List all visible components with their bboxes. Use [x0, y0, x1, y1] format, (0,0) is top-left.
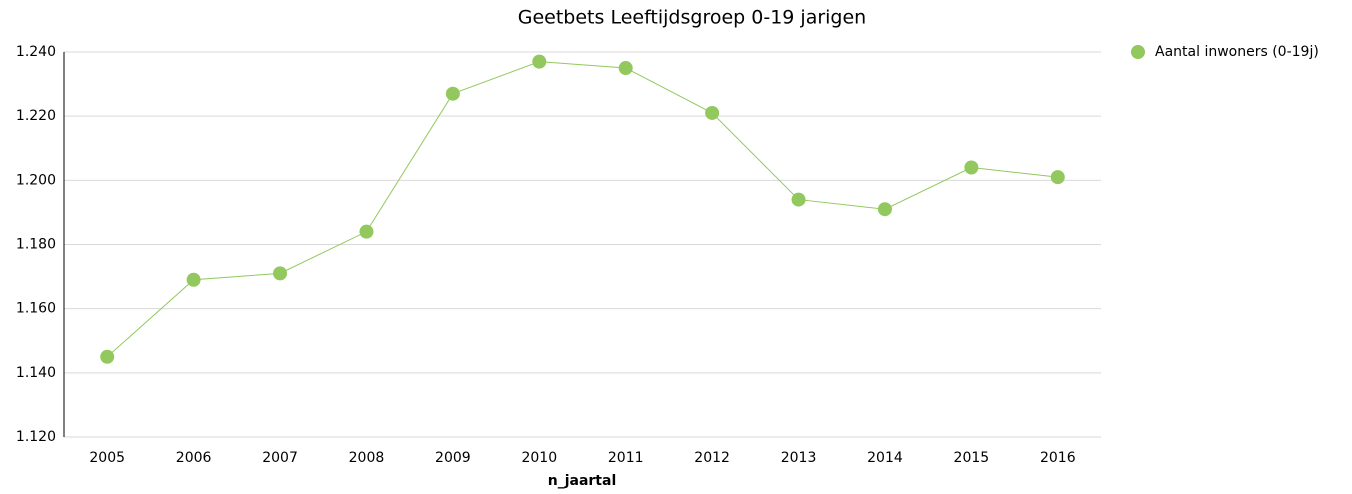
data-point — [186, 272, 201, 287]
data-point — [705, 105, 720, 120]
data-point — [964, 160, 979, 175]
x-tick-label: 2009 — [435, 450, 471, 466]
x-tick-label: 2005 — [89, 450, 125, 466]
y-tick-label: 1.180 — [16, 237, 56, 253]
y-tick-label: 1.140 — [16, 365, 56, 381]
x-tick-label: 2007 — [262, 450, 298, 466]
data-point — [445, 86, 460, 101]
x-tick-label: 2016 — [1040, 450, 1076, 466]
x-tick-label: 2011 — [608, 450, 644, 466]
data-point — [877, 202, 892, 217]
x-tick-label: 2013 — [781, 450, 817, 466]
x-tick-label: 2006 — [176, 450, 212, 466]
data-point — [1050, 170, 1065, 185]
x-tick-label: 2014 — [867, 450, 903, 466]
y-tick-label: 1.220 — [16, 108, 56, 124]
data-point — [273, 266, 288, 281]
data-point — [618, 61, 633, 76]
data-point — [532, 54, 547, 69]
y-tick-label: 1.120 — [16, 429, 56, 445]
y-tick-label: 1.160 — [16, 301, 56, 317]
x-tick-label: 2015 — [954, 450, 990, 466]
x-tick-label: 2008 — [349, 450, 385, 466]
y-tick-label: 1.240 — [16, 44, 56, 60]
x-tick-label: 2012 — [694, 450, 730, 466]
data-point — [100, 349, 115, 364]
chart-title: Geetbets Leeftijdsgroep 0-19 jarigen — [518, 7, 866, 29]
data-point — [359, 224, 374, 239]
y-tick-label: 1.200 — [16, 172, 56, 188]
x-axis-label: n_jaartal — [548, 473, 617, 489]
series-line — [106, 61, 1058, 358]
legend-label: Aantal inwoners (0-19j) — [1155, 44, 1319, 60]
data-point — [791, 192, 806, 207]
x-tick-label: 2010 — [521, 450, 557, 466]
legend-swatch — [1131, 45, 1145, 59]
